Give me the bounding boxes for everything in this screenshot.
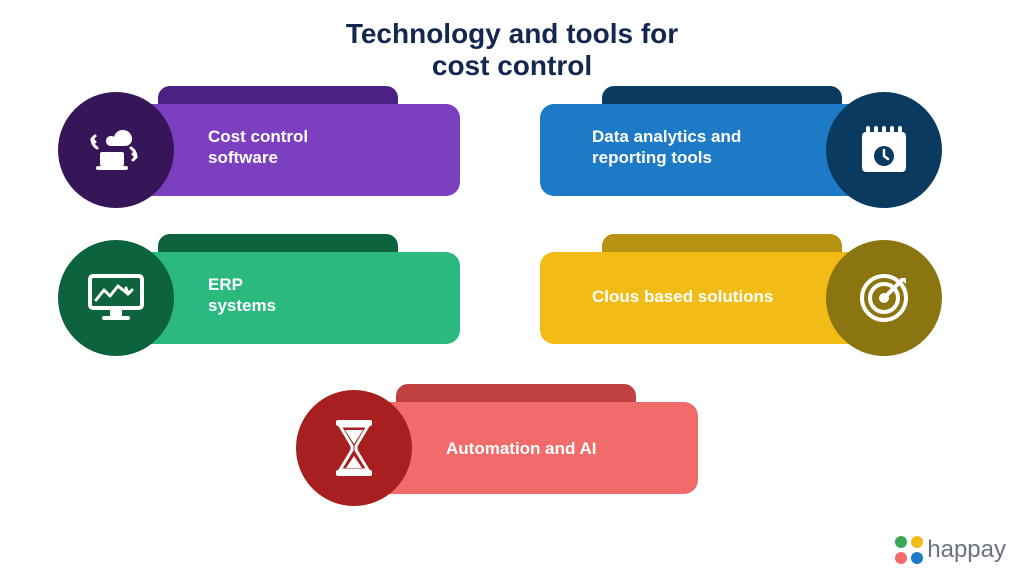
card-label: Clous based solutions	[592, 286, 773, 307]
title-line2: cost control	[432, 50, 592, 81]
logo-dots-icon	[895, 536, 923, 564]
brand-logo: happay	[895, 536, 1006, 564]
monitor-chart-icon	[58, 240, 174, 356]
card-label: Data analytics andreporting tools	[592, 126, 741, 169]
card-label: ERPsystems	[208, 274, 276, 317]
logo-text: happay	[927, 536, 1006, 564]
target-icon	[826, 240, 942, 356]
card-label: Automation and AI	[446, 438, 596, 459]
hourglass-icon	[296, 390, 412, 506]
calendar-clock-icon	[826, 92, 942, 208]
cloud-laptop-icon	[58, 92, 174, 208]
card-label: Cost controlsoftware	[208, 126, 308, 169]
page-title: Technology and tools for cost control	[0, 18, 1024, 82]
title-line1: Technology and tools for	[346, 18, 678, 49]
